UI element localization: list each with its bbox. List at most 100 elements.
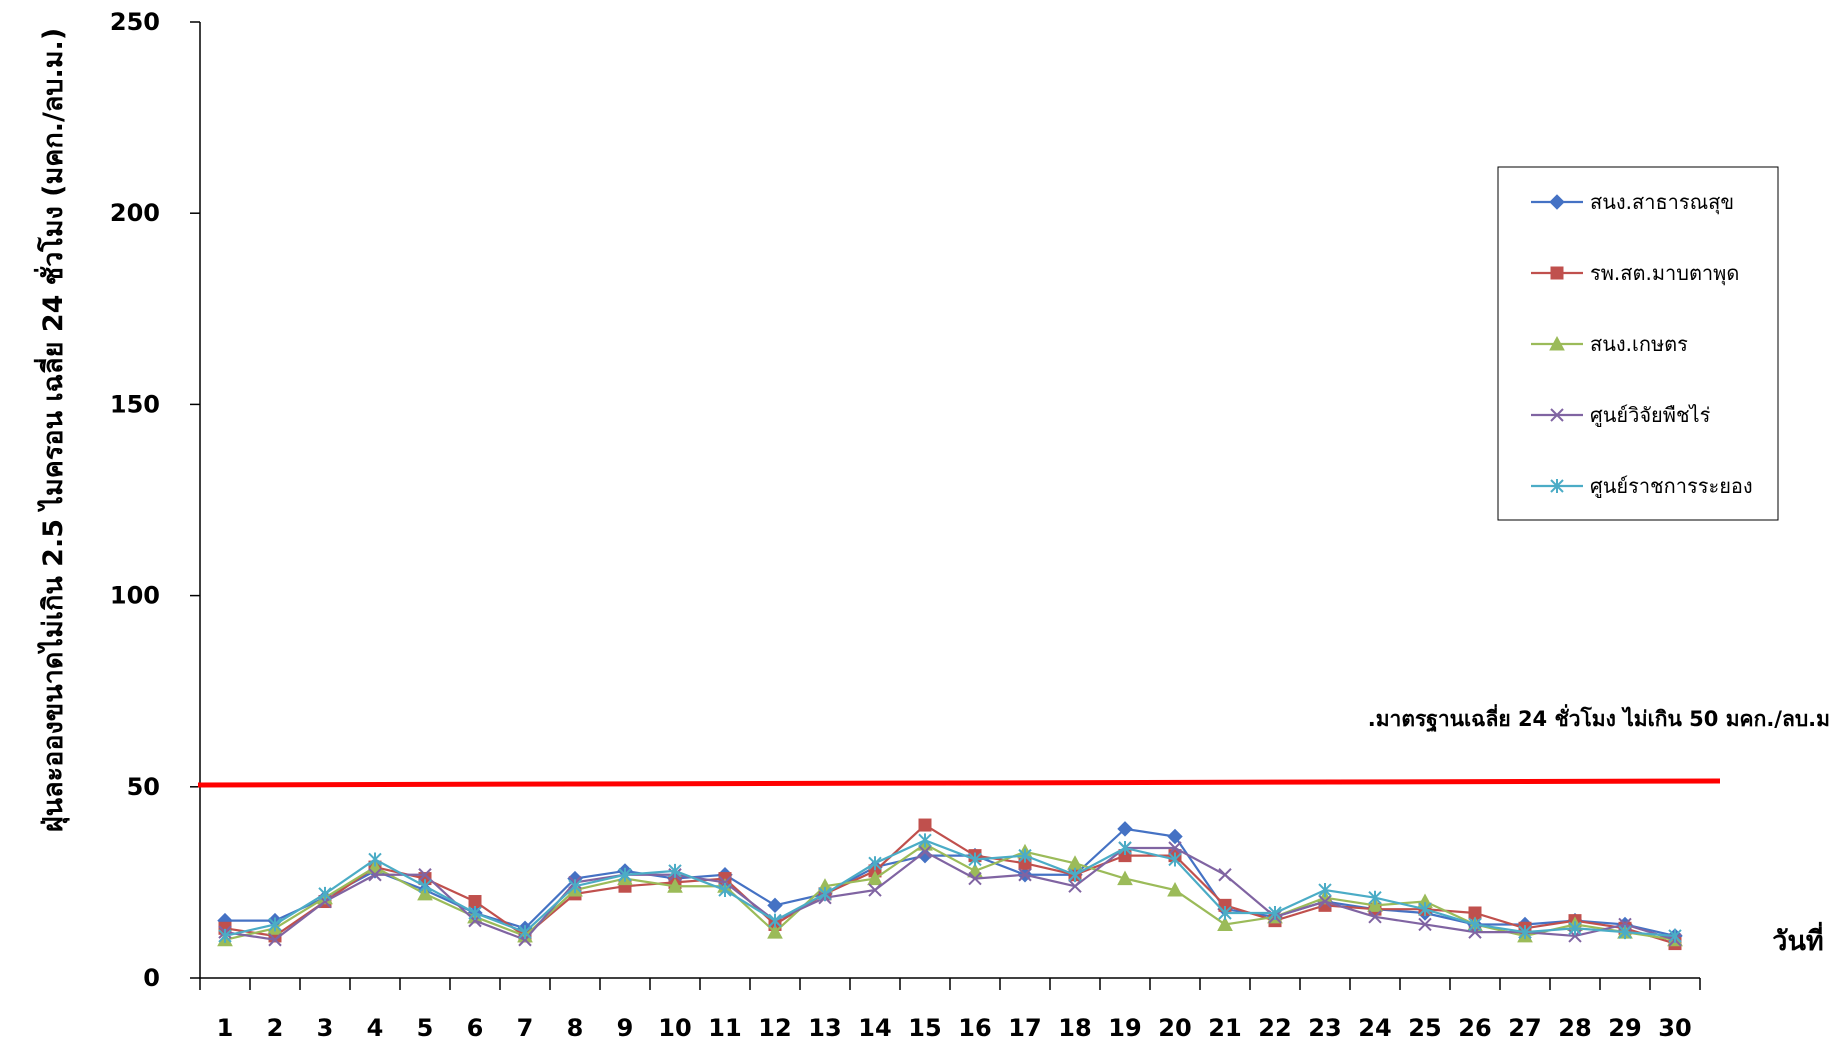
x-tick-label: 27 bbox=[1508, 1014, 1541, 1042]
data-point bbox=[1117, 821, 1133, 837]
legend-label: ศูนย์วิจัยพืชไร่ bbox=[1590, 403, 1711, 428]
data-point bbox=[1367, 897, 1383, 912]
legend-label: สนง.สาธารณสุข bbox=[1590, 190, 1734, 215]
series-5 bbox=[218, 833, 1682, 943]
data-point bbox=[1018, 868, 1032, 882]
data-point bbox=[667, 878, 683, 893]
data-point bbox=[268, 933, 282, 947]
data-point bbox=[518, 925, 532, 940]
data-point bbox=[1168, 852, 1182, 867]
data-point bbox=[1268, 905, 1282, 920]
data-point bbox=[1168, 841, 1182, 855]
data-point bbox=[1167, 828, 1183, 845]
x-tick-label: 11 bbox=[708, 1014, 741, 1042]
standard-line-group: .มาตรฐานเฉลี่ย 24 ชั่วโมง ไม่เกิน 50 มคก… bbox=[197, 703, 1830, 788]
data-point bbox=[568, 879, 582, 894]
data-point bbox=[1068, 867, 1082, 882]
y-tick-label: 200 bbox=[110, 199, 160, 227]
x-tick-label: 14 bbox=[858, 1014, 891, 1042]
data-point bbox=[1167, 881, 1183, 897]
y-axis-title: ฝุ่นละอองขนาดไม่เกิน 2.5 ไมครอน เฉลี่ย 2… bbox=[33, 28, 70, 832]
data-point bbox=[1318, 883, 1332, 898]
data-point bbox=[918, 845, 932, 859]
series-line bbox=[224, 846, 1676, 942]
data-point bbox=[768, 913, 782, 928]
legend-label: ศูนย์ราชการระยอง bbox=[1590, 474, 1753, 499]
legend-item: ศูนย์วิจัยพืชไร่ bbox=[1531, 403, 1711, 428]
x-tick-label: 2 bbox=[267, 1014, 284, 1042]
data-point bbox=[968, 871, 982, 886]
data-point bbox=[1418, 917, 1432, 932]
x-tick-label: 8 bbox=[567, 1014, 584, 1042]
legend-marker bbox=[1550, 408, 1564, 422]
data-point bbox=[918, 833, 932, 848]
x-tick-label: 24 bbox=[1358, 1014, 1391, 1042]
y-tick-label: 250 bbox=[110, 8, 160, 36]
data-point bbox=[218, 928, 232, 943]
legend-label: รพ.สต.มาบตาพุด bbox=[1590, 261, 1739, 286]
data-point bbox=[968, 852, 982, 867]
x-tick-label: 25 bbox=[1408, 1014, 1441, 1042]
x-tick-label: 3 bbox=[317, 1014, 334, 1042]
data-point bbox=[1018, 848, 1032, 863]
standard-line bbox=[197, 778, 1721, 788]
legend-marker bbox=[1550, 266, 1564, 280]
x-tick-label: 21 bbox=[1208, 1014, 1241, 1042]
data-point bbox=[1218, 868, 1232, 882]
data-point bbox=[418, 868, 432, 882]
data-point bbox=[718, 883, 732, 898]
x-tick-label: 16 bbox=[958, 1014, 991, 1042]
data-point bbox=[918, 818, 932, 832]
data-point bbox=[1068, 879, 1082, 893]
data-point bbox=[618, 867, 632, 882]
data-point bbox=[867, 870, 883, 886]
data-point bbox=[868, 883, 882, 897]
x-tick-label: 1 bbox=[217, 1014, 234, 1042]
x-tick-label: 15 bbox=[908, 1014, 941, 1042]
data-point bbox=[1217, 916, 1233, 931]
legend-item: สนง.สาธารณสุข bbox=[1531, 190, 1734, 215]
data-point bbox=[1318, 894, 1332, 909]
axis-labels: ฝุ่นละอองขนาดไม่เกิน 2.5 ไมครอน เฉลี่ย 2… bbox=[33, 28, 1824, 957]
x-tick-label: 13 bbox=[808, 1014, 841, 1042]
data-point bbox=[418, 879, 432, 894]
data-point bbox=[1118, 840, 1132, 855]
series-group bbox=[217, 818, 1683, 951]
x-tick-label: 19 bbox=[1108, 1014, 1141, 1042]
x-tick-label: 17 bbox=[1008, 1014, 1041, 1042]
x-tick-label: 18 bbox=[1058, 1014, 1091, 1042]
x-tick-label: 12 bbox=[758, 1014, 791, 1042]
data-point bbox=[1668, 928, 1682, 943]
legend-marker bbox=[1549, 194, 1565, 210]
standard-line-label: .มาตรฐานเฉลี่ย 24 ชั่วโมง ไม่เกิน 50 มคก… bbox=[1368, 703, 1830, 733]
y-tick-label: 50 bbox=[127, 773, 160, 801]
legend-item: สนง.เกษตร bbox=[1531, 332, 1688, 356]
data-point bbox=[767, 924, 783, 939]
x-tick-label: 30 bbox=[1658, 1014, 1691, 1042]
data-point bbox=[417, 885, 433, 901]
x-tick-label: 22 bbox=[1258, 1014, 1291, 1042]
x-tick-label: 28 bbox=[1558, 1014, 1591, 1042]
x-tick-label: 29 bbox=[1608, 1014, 1641, 1042]
data-point bbox=[468, 895, 482, 909]
x-tick-label: 7 bbox=[517, 1014, 534, 1042]
data-point bbox=[1368, 890, 1382, 905]
data-point bbox=[368, 852, 382, 867]
y-tick-label: 100 bbox=[110, 582, 160, 610]
data-point bbox=[1117, 870, 1133, 886]
x-tick-label: 9 bbox=[617, 1014, 634, 1042]
x-axis-title: วันที่ bbox=[1772, 921, 1823, 957]
data-point bbox=[818, 886, 832, 901]
data-point bbox=[318, 886, 332, 901]
data-point bbox=[1568, 921, 1582, 936]
data-point bbox=[1218, 905, 1232, 920]
data-point bbox=[1618, 925, 1632, 940]
x-tick-label: 6 bbox=[467, 1014, 484, 1042]
x-tick-label: 4 bbox=[367, 1014, 384, 1042]
data-point bbox=[1468, 917, 1482, 932]
data-point bbox=[767, 897, 783, 914]
data-point bbox=[468, 905, 482, 920]
data-point bbox=[1368, 910, 1382, 924]
